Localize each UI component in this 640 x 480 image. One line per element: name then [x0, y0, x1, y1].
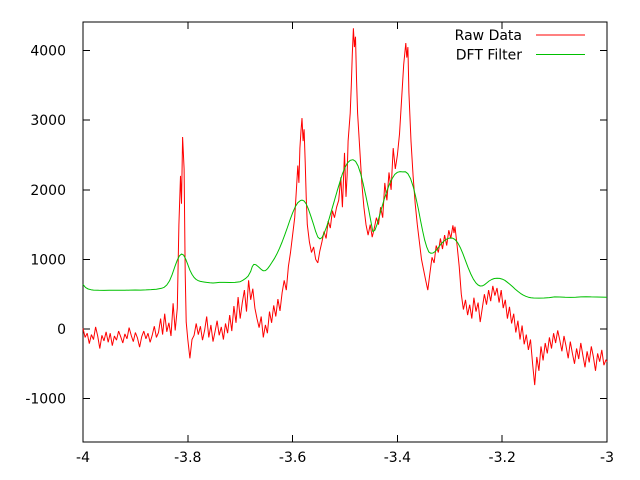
legend-label-raw-data: Raw Data: [455, 28, 522, 44]
y-tick-label: 0: [57, 322, 66, 338]
x-tick-label: -3.2: [489, 450, 516, 466]
y-tick-label: -1000: [25, 392, 66, 408]
x-tick-label: -3: [600, 450, 614, 466]
x-tick-label: -3.6: [279, 450, 306, 466]
legend-label-dft-filter: DFT Filter: [456, 48, 523, 64]
dft-filter-series-line: [82, 159, 608, 299]
axis-tick-labels: -4 -3.8 -3.6 -3.4 -3.2 -3 -1000 0 1000 2000 3000 40…: [25, 44, 614, 466]
x-tick-label: -3.4: [384, 450, 411, 466]
plot-border: [82, 21, 608, 443]
y-tick-label: 2000: [30, 183, 66, 199]
y-tick-label: 4000: [30, 44, 66, 60]
y-tick-label: 3000: [30, 113, 66, 129]
y-tick-label: 1000: [30, 252, 66, 268]
legend: Raw Data DFT Filter: [455, 28, 585, 64]
axis-ticks: [82, 22, 608, 442]
x-tick-label: -3.8: [174, 450, 201, 466]
raw-data-series-line: [82, 28, 608, 386]
x-tick-label: -4: [76, 450, 90, 466]
